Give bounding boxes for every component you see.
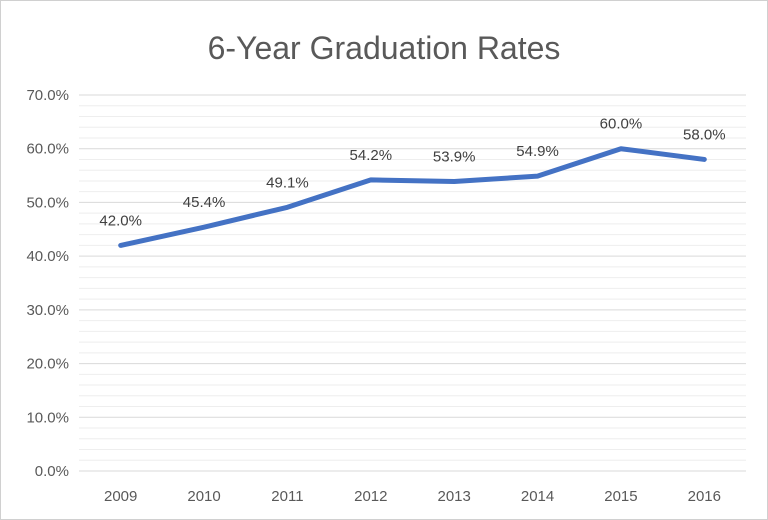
series-line: [118, 146, 707, 248]
data-label: 60.0%: [600, 116, 643, 133]
data-label: 54.9%: [516, 143, 559, 160]
x-tick-label: 2016: [688, 488, 721, 505]
data-label: 49.1%: [266, 174, 309, 191]
y-tick-label: 10.0%: [26, 409, 69, 426]
x-axis: 2009 2010 2011 2012 2013 2014 2015 2016: [104, 488, 721, 505]
y-tick-label: 40.0%: [26, 248, 69, 265]
y-tick-label: 50.0%: [26, 194, 69, 211]
y-tick-label: 20.0%: [26, 356, 69, 373]
y-tick-label: 0.0%: [35, 463, 69, 480]
x-tick-label: 2015: [604, 488, 637, 505]
data-label: 45.4%: [183, 194, 226, 211]
chart-title: 6-Year Graduation Rates: [208, 30, 561, 66]
x-tick-label: 2012: [354, 488, 387, 505]
x-tick-label: 2013: [438, 488, 471, 505]
y-tick-label: 30.0%: [26, 302, 69, 319]
x-tick-label: 2010: [187, 488, 220, 505]
x-tick-label: 2011: [271, 488, 303, 505]
y-axis: 0.0% 10.0% 20.0% 30.0% 40.0% 50.0% 60.0% 70.0%: [26, 87, 69, 480]
x-tick-label: 2014: [521, 488, 554, 505]
data-label: 53.9%: [433, 148, 476, 165]
data-label: 42.0%: [99, 212, 142, 229]
data-label: 58.0%: [683, 126, 726, 143]
y-tick-label: 60.0%: [26, 141, 69, 158]
gridlines: [79, 94, 746, 472]
series-group: [118, 146, 707, 248]
data-label: 54.2%: [350, 147, 393, 164]
x-tick-label: 2009: [104, 488, 137, 505]
y-tick-label: 70.0%: [26, 87, 69, 104]
data-labels: 42.0% 45.4% 49.1% 54.2% 53.9% 54.9% 60.0% 58.0%: [99, 116, 725, 230]
